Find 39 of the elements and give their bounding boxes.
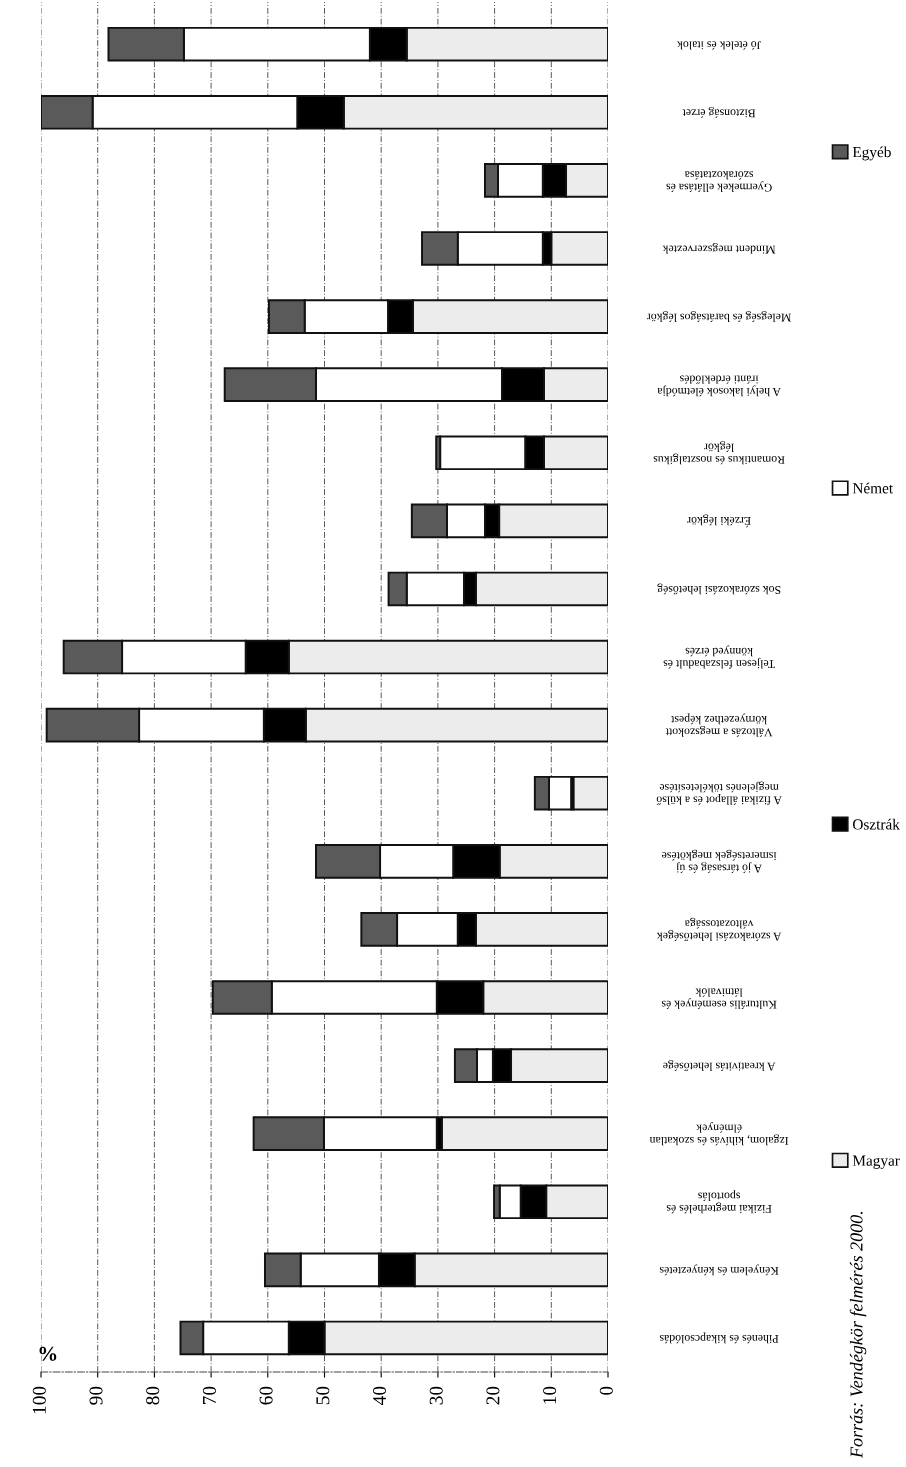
x-tick-label: 10 bbox=[543, 1386, 557, 1404]
x-axis-title: % bbox=[39, 1346, 57, 1361]
y-tick-label: Mindent megszerveztek bbox=[662, 243, 776, 254]
y-tick-label: Változás a megszokott környezethez képest bbox=[665, 713, 773, 737]
x-tick-label: 40 bbox=[372, 1386, 387, 1405]
legend-label: Magyar bbox=[852, 1155, 900, 1169]
y-tick-label: A szórakozási lehetőségek változatossága bbox=[656, 917, 782, 941]
y-tick-label: Melegség és barátságos légkör bbox=[646, 311, 792, 322]
y-tick-label: Pihenés és kikapcsolódás bbox=[659, 1332, 779, 1344]
y-tick-label: A jó társaság és új ismeretségek megkötése bbox=[661, 849, 777, 873]
legend-label: Egyéb bbox=[852, 146, 891, 161]
x-tick-label: 20 bbox=[486, 1386, 500, 1405]
y-tick-label: Sok szórakozási lehetőség bbox=[657, 583, 781, 595]
legend-label: Német bbox=[852, 482, 894, 494]
y-tick-label: A fizikai állapot és a külső megjelenés tökéletesítése bbox=[656, 781, 782, 805]
x-tick-label: 30 bbox=[429, 1386, 443, 1405]
y-tick-label: Kényelem és kényeztetés bbox=[659, 1264, 779, 1276]
x-tick-label: 60 bbox=[259, 1386, 273, 1405]
bar bbox=[572, 775, 608, 811]
x-tick-label: 80 bbox=[146, 1386, 160, 1405]
text: Forrás: Vendégkör felmérés 2000. bbox=[849, 1211, 867, 1459]
x-tick-label: 0 bbox=[599, 1386, 613, 1395]
y-tick-label: Teljesen felszabadult és könnyed érzés bbox=[663, 645, 775, 669]
x-tick-label: 50 bbox=[316, 1386, 330, 1405]
y-tick-label: Biztonság érzet bbox=[682, 106, 756, 118]
legend-label: Osztrák bbox=[853, 818, 900, 830]
y-tick-label: Izgalom, kihívás és szokatlan élmények bbox=[649, 1122, 789, 1146]
x-tick-label: 100 bbox=[32, 1386, 46, 1414]
y-tick-label: Érzéki légkör bbox=[687, 514, 751, 528]
y-tick-label: A kreativitás lehetősége bbox=[663, 1060, 776, 1071]
y-tick-label: A helyi lakosok életmódja iránti érdeklődés bbox=[657, 375, 781, 397]
y-tick-label: Fizikai megterhelés és sportolás bbox=[666, 1190, 772, 1214]
y-tick-label: Jó ételek és italok bbox=[676, 41, 761, 50]
bar bbox=[440, 1116, 608, 1151]
y-tick-label: Gyermekek ellátása és szórakoztatása bbox=[666, 171, 772, 192]
x-tick-label: 90 bbox=[89, 1386, 103, 1405]
y-tick-label: Kulturális események és látnivalók bbox=[661, 988, 777, 1010]
x-tick-label: 70 bbox=[202, 1386, 216, 1405]
y-tick-label: Romantikus és nosztalgikus légkör bbox=[653, 441, 785, 465]
